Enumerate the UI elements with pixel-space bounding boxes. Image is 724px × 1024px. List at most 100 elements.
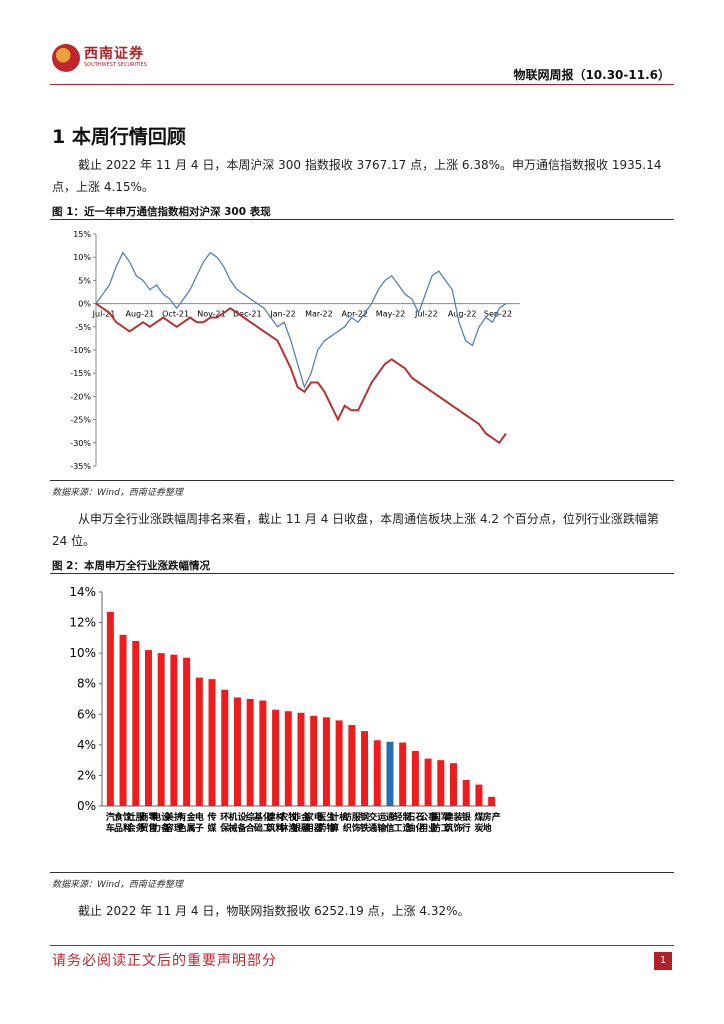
x-tick-label: May-22 bbox=[376, 310, 405, 319]
y-tick-label: 12% bbox=[69, 616, 96, 630]
company-logo: 西南证券 SOUTHWEST SECURITIES bbox=[52, 42, 152, 76]
x-category-label: 汽车 bbox=[106, 811, 115, 834]
x-tick-label: Aug-21 bbox=[125, 310, 154, 319]
bar-公用事业 bbox=[424, 758, 432, 806]
bar-轻工制造 bbox=[399, 742, 407, 806]
y-tick-label: 14% bbox=[69, 585, 96, 599]
x-tick-label: Jul-22 bbox=[414, 310, 438, 319]
y-tick-label: -5% bbox=[75, 323, 91, 332]
bar-医药生物 bbox=[322, 717, 330, 806]
x-category-label: 计算机 bbox=[330, 811, 348, 834]
bar-食品饮料 bbox=[119, 634, 127, 806]
bar-石油石化 bbox=[411, 750, 419, 806]
x-tick-label: Nov-21 bbox=[197, 310, 225, 319]
x-category-label: 环保 bbox=[219, 812, 230, 834]
figure1-title: 图 1：近一年申万通信指数相对沪深 300 表现 bbox=[52, 206, 271, 218]
bar-纺织服饰 bbox=[348, 724, 356, 806]
paragraph-market-summary: 截止 2022 年 11 月 4 日，本周沪深 300 指数报收 3767.17… bbox=[52, 158, 662, 194]
y-tick-label: 10% bbox=[69, 646, 96, 660]
footer-divider bbox=[50, 945, 674, 946]
y-tick-label: 8% bbox=[77, 677, 96, 691]
bar-美容护理 bbox=[170, 654, 178, 806]
x-category-label: 建筑材料 bbox=[267, 811, 285, 834]
bar-房地产 bbox=[488, 796, 496, 806]
x-category-label: 机械设备 bbox=[228, 811, 247, 834]
x-category-label: 商贸零售 bbox=[139, 811, 158, 834]
x-tick-label: Sep-22 bbox=[484, 310, 512, 319]
y-tick-label: -25% bbox=[70, 416, 91, 425]
bar-综合 bbox=[246, 699, 254, 806]
x-tick-label: Jul-21 bbox=[92, 310, 116, 319]
y-tick-label: 2% bbox=[77, 768, 96, 782]
bar-钢铁 bbox=[361, 731, 369, 806]
bar-电力设备 bbox=[157, 653, 165, 806]
bar-电子 bbox=[195, 677, 203, 806]
y-tick-label: 0% bbox=[78, 300, 91, 309]
bar-建筑装饰 bbox=[450, 763, 458, 806]
footer-disclaimer: 请务必阅读正文后的重要声明部分 bbox=[52, 953, 277, 969]
figure2-title: 图 2：本周申万全行业涨跌幅情况 bbox=[52, 560, 210, 572]
x-category-label: 家用电器 bbox=[304, 811, 324, 834]
x-tick-label: Dec-21 bbox=[233, 310, 262, 319]
x-tick-label: Oct-21 bbox=[162, 310, 189, 319]
x-category-label: 银行 bbox=[461, 811, 472, 834]
x-category-label: 非银金融 bbox=[292, 811, 311, 834]
y-tick-label: 15% bbox=[73, 230, 91, 239]
line-chart-relative-performance: 15% 10% 5% 0% -5% -10% -15% -20% -25% -30% -35% Jul… bbox=[70, 230, 520, 471]
bar-汽车 bbox=[106, 611, 114, 806]
x-category-label: 建筑装饰 bbox=[445, 811, 464, 834]
bar-煤炭 bbox=[475, 784, 483, 806]
report-title: 物联网周报（10.30-11.6） bbox=[513, 68, 670, 82]
paragraph-industry-ranking: 从申万全行业涨跌幅周排名来看，截止 11 月 4 日收盘，本周通信板块上涨 4.… bbox=[52, 512, 659, 548]
bar-国防军工 bbox=[437, 760, 445, 806]
x-tick-label: Mar-22 bbox=[305, 310, 333, 319]
x-category-label: 社会服务 bbox=[126, 811, 146, 834]
bar-计算机 bbox=[335, 720, 343, 806]
bar-银行 bbox=[462, 780, 470, 806]
figure2-top-rule bbox=[50, 573, 674, 574]
bar-基础化工 bbox=[259, 700, 267, 806]
header-divider bbox=[50, 84, 674, 85]
logo-name: 西南证券 bbox=[84, 46, 144, 62]
y-tick-label: -10% bbox=[70, 346, 91, 355]
y-tick-label: 6% bbox=[77, 707, 96, 721]
x-category-label: 基础化工 bbox=[253, 811, 272, 834]
figure1-bottom-rule bbox=[50, 480, 674, 481]
x-category-label: 传媒 bbox=[207, 811, 218, 834]
x-category-label: 食品饮料 bbox=[113, 811, 133, 834]
bar-chart-industry-returns: 14% 12% 10% 8% 6% 4% 2% 0% 汽车食品饮料社会服务商贸零售电力设备美容护… bbox=[69, 585, 501, 834]
bar-交通运输 bbox=[373, 740, 381, 806]
logo-subtitle: SOUTHWEST SECURITIES bbox=[84, 62, 147, 68]
bar-传媒 bbox=[208, 679, 216, 806]
section-heading: 1 本周行情回顾 bbox=[52, 126, 186, 148]
y-tick-label: 0% bbox=[77, 799, 96, 813]
x-tick-label: Aug-22 bbox=[448, 310, 477, 319]
y-tick-label: -35% bbox=[70, 462, 91, 471]
x-category-label: 纺织服饰 bbox=[343, 811, 362, 834]
bar-有色金属 bbox=[183, 657, 191, 806]
bar-环保 bbox=[221, 689, 229, 806]
x-category-label: 农林牧渔 bbox=[278, 811, 298, 834]
y-tick-label: 4% bbox=[77, 738, 96, 752]
x-category-label: 公用事业 bbox=[418, 811, 437, 834]
series-line-0 bbox=[95, 251, 507, 389]
series-line-1 bbox=[95, 302, 507, 445]
y-tick-label: 5% bbox=[78, 276, 91, 285]
x-tick-label: Jan-22 bbox=[269, 310, 295, 319]
x-category-label: 轻工制造 bbox=[394, 811, 413, 834]
figure1-source: 数据来源：Wind，西南证券整理 bbox=[52, 488, 183, 498]
bar-家用电器 bbox=[310, 715, 318, 806]
x-category-label: 医药生物 bbox=[317, 811, 335, 834]
bar-通信 bbox=[386, 741, 394, 806]
bar-农林牧渔 bbox=[284, 711, 292, 806]
bar-非银金融 bbox=[297, 712, 305, 806]
x-category-label: 房地产 bbox=[483, 811, 501, 834]
x-category-label: 电力设备 bbox=[152, 811, 171, 834]
x-category-label: 钢铁 bbox=[360, 811, 369, 834]
bar-机械设备 bbox=[233, 697, 241, 806]
x-category-label: 通信 bbox=[385, 811, 394, 834]
x-category-label: 煤炭 bbox=[474, 811, 483, 834]
figure1-top-rule bbox=[50, 219, 674, 220]
x-category-label: 有色金属 bbox=[178, 811, 197, 834]
y-tick-label: -15% bbox=[70, 369, 91, 378]
